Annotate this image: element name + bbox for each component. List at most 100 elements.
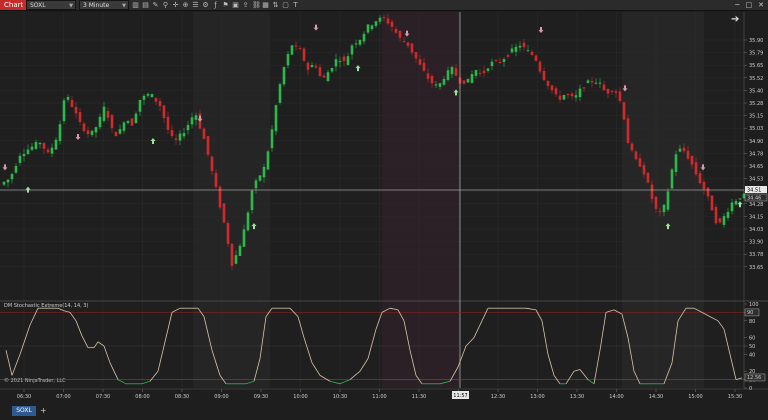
chart-tab[interactable]: Chart xyxy=(0,0,28,10)
candle-body xyxy=(386,18,390,24)
chevron-down-icon: ▼ xyxy=(122,3,126,9)
candle-body xyxy=(50,147,54,154)
candle-body xyxy=(534,55,538,61)
candle-body xyxy=(522,42,526,48)
magnifier-icon[interactable]: ⚲ xyxy=(162,0,169,9)
candle-body xyxy=(210,156,214,172)
candle-body xyxy=(518,45,522,48)
sell-signal-arrow-icon xyxy=(622,85,628,92)
candle-body xyxy=(234,255,238,264)
share-icon[interactable]: ⇪ xyxy=(242,0,249,9)
sell-signal-arrow-icon xyxy=(2,164,8,171)
price-tick-label: 35.52 xyxy=(749,76,763,82)
candle-body xyxy=(414,52,418,59)
candle-body xyxy=(618,91,622,101)
candle-body xyxy=(150,93,154,98)
stochastic-segment xyxy=(197,307,205,317)
properties-icon[interactable]: ☰ xyxy=(192,0,199,9)
stochastic-segment xyxy=(735,377,743,380)
candle-body xyxy=(346,56,350,66)
plot-background xyxy=(0,12,744,388)
candle-body xyxy=(14,165,18,173)
time-tick-label: 14:30 xyxy=(649,394,663,400)
candle-body xyxy=(470,74,474,83)
strategies-icon[interactable]: ⚙ xyxy=(202,0,209,9)
candle-body xyxy=(374,21,378,26)
buy-signal-arrow-icon xyxy=(737,201,743,208)
stochastic-segment xyxy=(97,341,105,347)
candle-body xyxy=(302,48,306,61)
maximize-button[interactable]: □ xyxy=(745,1,753,9)
stochastic-segment xyxy=(11,354,21,376)
stochastic-segment xyxy=(381,307,391,313)
stochastic-segment xyxy=(69,312,77,322)
orders-icon[interactable]: ⇅ xyxy=(272,0,279,9)
drawing-toolbar: ▥ ▤ ✎ ⚲ ✛ ⊕ ☰ ⚙ ƒ ⚑ ▣ ⇪ ⛓ ▦ ⇅ ▢ T xyxy=(132,0,299,10)
text-icon[interactable]: T xyxy=(293,0,298,9)
candle-body xyxy=(178,133,182,141)
candle-body xyxy=(202,128,206,139)
time-tick-label: 09:30 xyxy=(254,394,268,400)
time-tick-label: 09:00 xyxy=(214,394,228,400)
time-tick-label: 10:00 xyxy=(293,394,307,400)
candle-body xyxy=(38,142,42,145)
scroll-right-arrow-icon[interactable]: ➔ xyxy=(731,14,740,25)
symbol-selector[interactable]: SOXL ▼ xyxy=(26,0,76,10)
indicator-tick-label: 20 xyxy=(749,369,755,375)
candle-body xyxy=(82,123,86,131)
indicators-icon[interactable]: ƒ xyxy=(214,0,217,9)
close-button[interactable]: ✕ xyxy=(758,1,764,9)
interval-selector[interactable]: 3 Minute ▼ xyxy=(79,0,129,10)
candle-body xyxy=(498,61,502,63)
candle-body xyxy=(430,75,434,84)
buy-signal-arrow-icon xyxy=(150,138,156,145)
candle-body xyxy=(602,84,606,91)
candle-body xyxy=(354,43,358,45)
candle-body xyxy=(342,56,346,61)
indicator-tick-label: 60 xyxy=(749,336,755,342)
stochastic-segment xyxy=(547,354,555,376)
candle-body xyxy=(406,42,410,46)
candle-body xyxy=(286,54,290,66)
time-tick-label: 08:30 xyxy=(175,394,189,400)
sell-signal-arrow-icon xyxy=(197,115,203,122)
stochastic-segment xyxy=(297,316,305,338)
snapshot-icon[interactable]: ▣ xyxy=(232,0,239,9)
candle-body xyxy=(506,55,510,57)
zoom-icon[interactable]: ⊕ xyxy=(182,0,189,9)
candle-body xyxy=(710,195,714,211)
instrument-link-icon[interactable]: ▦ xyxy=(262,0,269,9)
candle-body xyxy=(46,149,50,153)
minimize-button[interactable]: ─ xyxy=(735,1,740,9)
stochastic-segment xyxy=(457,345,467,368)
crosshair-icon[interactable]: ✛ xyxy=(172,0,179,9)
candle-body xyxy=(66,96,70,100)
candle-body xyxy=(94,127,98,133)
candle-body xyxy=(254,180,258,189)
template-icon[interactable]: ▤ xyxy=(142,0,149,9)
candle-body xyxy=(474,70,478,76)
time-tick-label: 13:30 xyxy=(570,394,584,400)
candle-body xyxy=(598,82,602,84)
stochastic-segment xyxy=(165,312,173,338)
draw-tool-icon[interactable]: ✎ xyxy=(152,0,159,9)
candle-body xyxy=(74,106,78,114)
candle-body xyxy=(18,155,22,163)
stochastic-segment xyxy=(613,309,623,315)
stochastic-segment xyxy=(265,307,273,317)
sell-signal-arrow-icon xyxy=(538,27,544,34)
price-tick-label: 34.78 xyxy=(749,151,763,157)
stochastic-segment xyxy=(375,312,383,330)
stochastic-segment xyxy=(663,362,673,384)
add-tab-button[interactable]: + xyxy=(40,406,47,415)
bar-type-icon[interactable]: ▥ xyxy=(132,0,139,9)
data-box-icon[interactable]: ▢ xyxy=(282,0,289,9)
candle-body xyxy=(326,72,330,82)
stochastic-segment xyxy=(677,307,687,322)
symbol-tab[interactable]: SOXL xyxy=(12,406,36,416)
candle-body xyxy=(366,24,370,33)
link-icon[interactable]: ⛓ xyxy=(252,0,261,9)
sell-signal-arrow-icon xyxy=(313,24,319,31)
alerts-icon[interactable]: ⚑ xyxy=(222,0,229,9)
